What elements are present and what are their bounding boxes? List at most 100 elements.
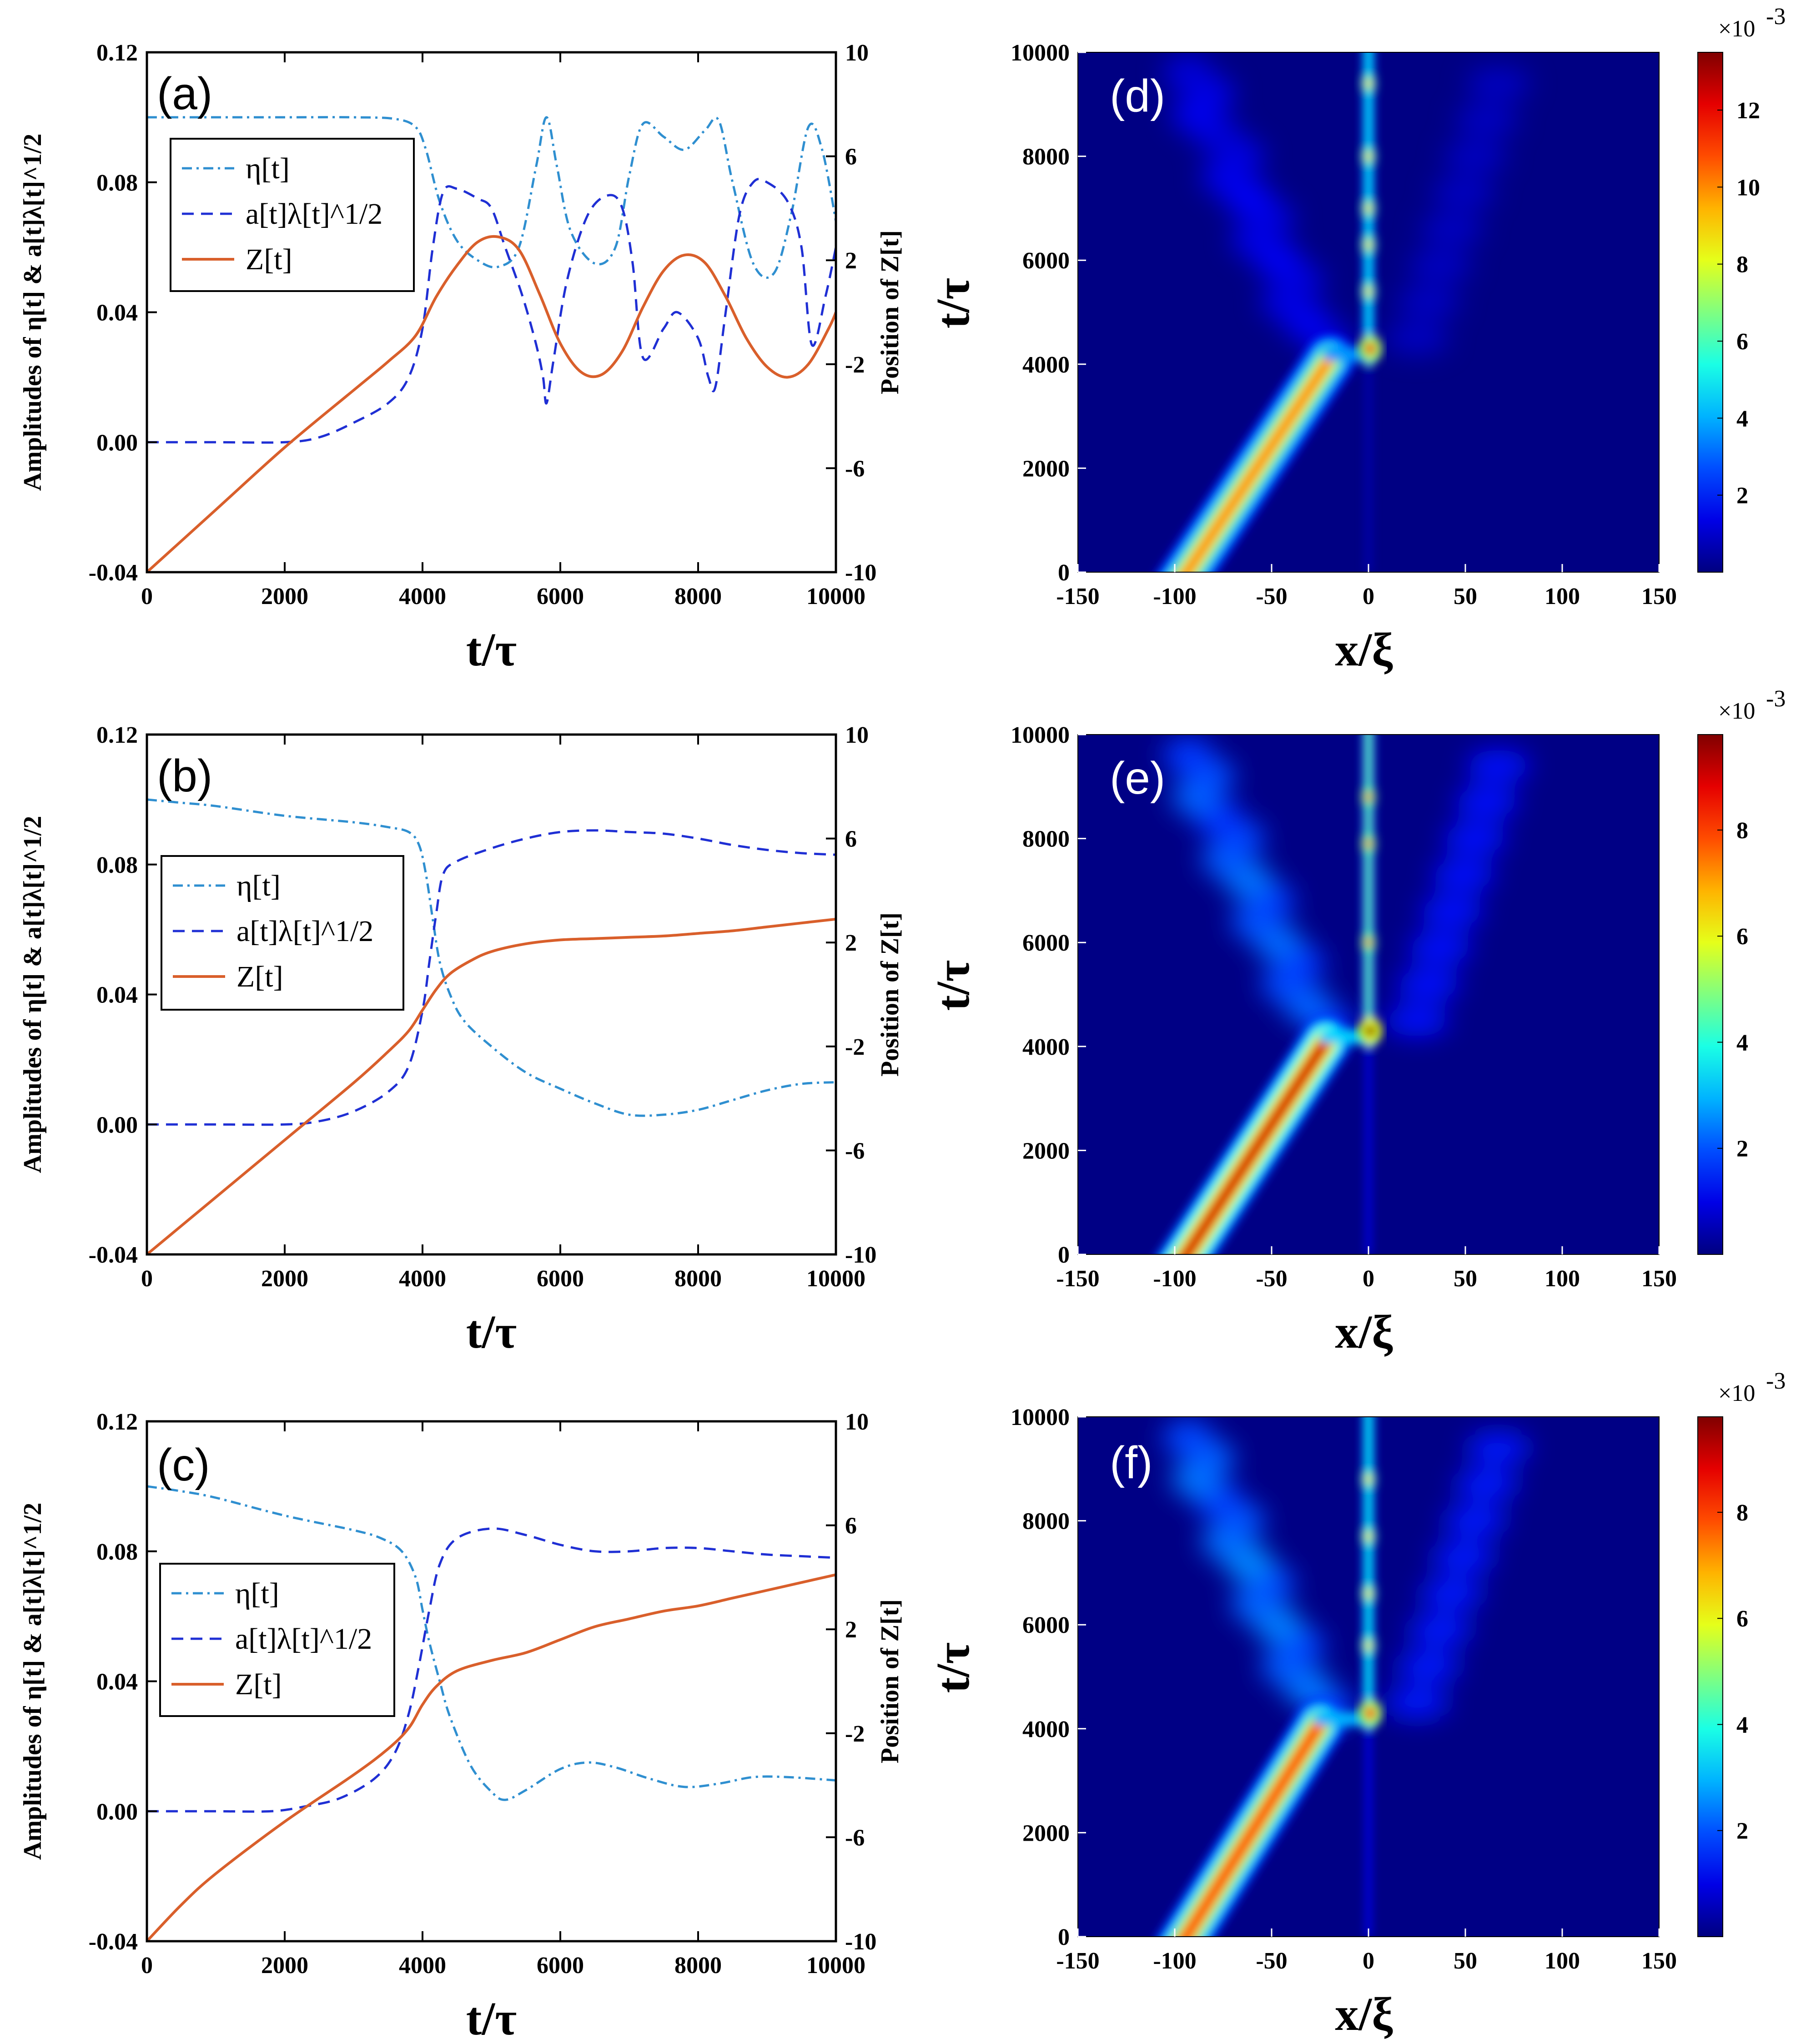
x-tick-label: 10000 bbox=[806, 1953, 865, 1979]
colorbar-exponent-power: -3 bbox=[1766, 4, 1786, 30]
legend: η[t] a[t]λ[t]^1/2 Z[t] bbox=[159, 1563, 395, 1717]
trapped-stripe bbox=[1358, 52, 1382, 572]
radiation-blob-right bbox=[1408, 1614, 1472, 1646]
y-axis-label: Amplitudes of η[t] & a[t]λ[t]^1/2 bbox=[19, 816, 47, 1173]
colorbar-tick-label: 4 bbox=[1736, 1030, 1748, 1056]
radiation-blobs bbox=[1163, 1419, 1530, 1727]
bright-spot bbox=[1365, 791, 1372, 803]
legend-box bbox=[161, 855, 404, 1011]
y-axis-label: t/τ bbox=[927, 960, 979, 1011]
radiation-blob-right bbox=[1397, 286, 1461, 318]
y-axis-label: Amplitudes of η[t] & a[t]λ[t]^1/2 bbox=[19, 134, 47, 491]
x-tick-label: 0 bbox=[141, 1266, 153, 1292]
y-tick-label: 0.00 bbox=[96, 1799, 138, 1825]
y-tick-label: 10000 bbox=[1011, 40, 1070, 66]
y-tick-label: 6000 bbox=[1022, 1612, 1070, 1638]
panel-label: (c) bbox=[157, 1440, 210, 1490]
line-panel-b: 0 2000 4000 6000 8000 10000 -0.04 0.00 0.04 0.08 0… bbox=[19, 722, 904, 1358]
radiation-blob-right bbox=[1466, 1432, 1530, 1464]
colorbar: 2 4 6 8 10 12 ×10 -3 bbox=[1697, 4, 1786, 573]
legend-label: a[t]λ[t]^1/2 bbox=[236, 915, 373, 948]
x-tick-label: 8000 bbox=[674, 1266, 722, 1292]
y-right-tick-label: -10 bbox=[845, 1242, 876, 1268]
radiation-blob bbox=[1163, 55, 1213, 91]
x-tick-label: 10000 bbox=[806, 1266, 865, 1292]
colorbar-tick-label: 4 bbox=[1736, 406, 1748, 432]
radiation-blob bbox=[1163, 1419, 1213, 1456]
series-line-z bbox=[146, 235, 837, 574]
legend: η[t] a[t]λ[t]^1/2 Z[t] bbox=[170, 138, 415, 292]
y-tick-label: 0.00 bbox=[96, 1112, 138, 1138]
y-right-tick-label: -6 bbox=[845, 1825, 865, 1851]
x-tick-label: 10000 bbox=[806, 584, 865, 609]
radiation-blob-right bbox=[1443, 140, 1507, 172]
legend: η[t] a[t]λ[t]^1/2 Z[t] bbox=[161, 855, 404, 1011]
series-line-z bbox=[146, 917, 836, 1256]
soliton-track bbox=[1157, 1698, 1375, 1937]
x-tick-label: -150 bbox=[1056, 584, 1099, 609]
panel-label: (b) bbox=[157, 750, 212, 801]
trapped-stripe bbox=[1358, 1417, 1382, 1937]
colorbar-tick-label: 6 bbox=[1736, 1606, 1748, 1632]
y-right-tick-label: -10 bbox=[845, 560, 876, 586]
y-right-tick-label: 2 bbox=[845, 248, 857, 274]
y-right-tick-label: -2 bbox=[845, 1034, 865, 1060]
x-tick-label: 50 bbox=[1454, 1948, 1477, 1974]
trapped-stripe bbox=[1358, 735, 1382, 1254]
series-line-a-lambda bbox=[147, 829, 836, 1126]
y-axis-label: t/τ bbox=[927, 1642, 979, 1693]
x-tick-label: -150 bbox=[1056, 1266, 1099, 1292]
legend-label: Z[t] bbox=[236, 960, 283, 993]
colorbar: 2 4 6 8 ×10 -3 bbox=[1697, 1368, 1786, 1937]
x-tick-label: 50 bbox=[1454, 584, 1477, 609]
radiation-blob-right bbox=[1385, 1687, 1449, 1719]
x-tick-label: 8000 bbox=[674, 1953, 722, 1979]
line-panel-a: 0 2000 4000 6000 8000 10000 -0.04 0.00 0.04 0.08 0… bbox=[19, 40, 904, 676]
y-right-tick-label: 10 bbox=[845, 722, 869, 748]
y-tick-label: -0.04 bbox=[89, 1242, 138, 1268]
bright-spot bbox=[1365, 1707, 1376, 1720]
heatmap-image bbox=[1078, 52, 1659, 572]
legend-label: η[t] bbox=[246, 152, 290, 185]
y-tick-label: 0 bbox=[1058, 560, 1070, 586]
y-right-tick-label: -2 bbox=[845, 1721, 865, 1747]
radiation-blob-right bbox=[1408, 931, 1472, 964]
y-tick-label: 2000 bbox=[1022, 1820, 1070, 1846]
y-tick-label: 0 bbox=[1058, 1924, 1070, 1950]
series-line-eta bbox=[147, 116, 837, 279]
y-right-tick-label: -6 bbox=[845, 1138, 865, 1164]
x-tick-label: -100 bbox=[1153, 1266, 1196, 1292]
x-tick-label: -50 bbox=[1256, 1266, 1287, 1292]
radiation-blob-right bbox=[1454, 786, 1519, 818]
colorbar-exponent-base: ×10 bbox=[1718, 16, 1755, 42]
legend-label: a[t]λ[t]^1/2 bbox=[235, 1622, 372, 1656]
heatmap-panel-d: -150 -100 -50 0 50 100 150 0 2000 4000 6000 8000 100… bbox=[927, 4, 1786, 676]
x-tick-label: 0 bbox=[1363, 584, 1374, 609]
colorbar-exponent-power: -3 bbox=[1766, 686, 1786, 712]
y-right-tick-label: 2 bbox=[845, 1617, 857, 1643]
bright-spot bbox=[1365, 202, 1372, 214]
y-tick-label: 0.04 bbox=[96, 300, 138, 326]
y-right-axis-label: Position of Z[t] bbox=[876, 1599, 904, 1763]
x-tick-label: 0 bbox=[141, 584, 153, 609]
radiation-blob-right bbox=[1443, 1505, 1507, 1537]
y-tick-label: -0.04 bbox=[89, 560, 138, 586]
y-tick-label: -0.04 bbox=[89, 1929, 138, 1955]
x-tick-label: 150 bbox=[1641, 1948, 1677, 1974]
legend-label: Z[t] bbox=[246, 243, 292, 276]
bright-spot bbox=[1365, 1474, 1372, 1485]
panel-label: (f) bbox=[1110, 1437, 1152, 1488]
y-tick-label: 2000 bbox=[1022, 456, 1070, 482]
radiation-blob-right bbox=[1431, 176, 1495, 209]
line-panel-c: 0 2000 4000 6000 8000 10000 -0.04 0.00 0.04 0.08 0… bbox=[19, 1409, 904, 2044]
radiation-blob-right bbox=[1385, 1004, 1449, 1037]
y-tick-label: 0.00 bbox=[96, 430, 138, 456]
y-tick-label: 4000 bbox=[1022, 1034, 1070, 1060]
colorbar-tick-label: 6 bbox=[1736, 329, 1748, 355]
x-tick-label: 150 bbox=[1641, 1266, 1677, 1292]
x-tick-label: 2000 bbox=[261, 1953, 308, 1979]
y-tick-label: 0.12 bbox=[96, 40, 138, 66]
line-panels: 0 2000 4000 6000 8000 10000 -0.04 0.00 0.04 0.08 0… bbox=[19, 40, 904, 2044]
colorbar-tick-label: 2 bbox=[1736, 1818, 1748, 1844]
